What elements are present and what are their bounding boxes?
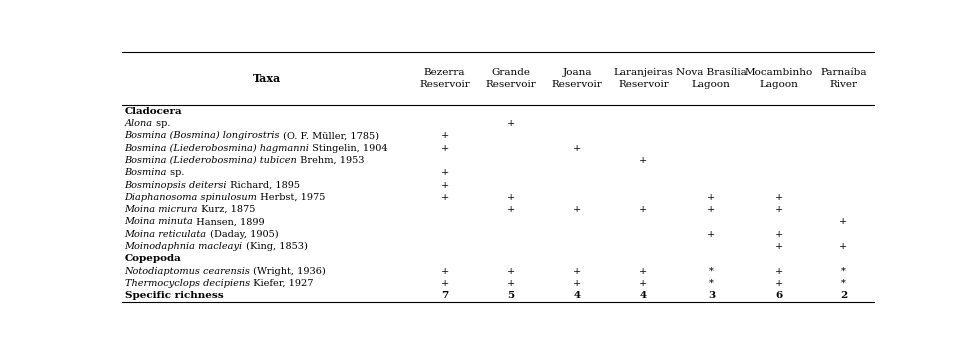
Text: +: + [573,267,581,276]
Text: +: + [775,279,783,288]
Text: +: + [440,144,449,152]
Text: (Wright, 1936): (Wright, 1936) [251,266,327,276]
Text: +: + [775,193,783,202]
Text: Bosmina (Liederobosmina) tubicen: Bosmina (Liederobosmina) tubicen [124,156,297,165]
Text: Kurz, 1875: Kurz, 1875 [198,205,256,214]
Text: Hansen, 1899: Hansen, 1899 [193,217,265,226]
Text: +: + [506,267,515,276]
Text: +: + [708,193,715,202]
Text: Moina micrura: Moina micrura [124,205,198,214]
Text: +: + [506,279,515,288]
Text: +: + [840,242,848,251]
Text: Thermocyclops decipiens: Thermocyclops decipiens [124,279,250,288]
Text: +: + [840,217,848,226]
Text: +: + [440,279,449,288]
Text: (Daday, 1905): (Daday, 1905) [207,230,278,239]
Text: +: + [573,144,581,152]
Text: Moina reticulata: Moina reticulata [124,230,207,239]
Text: 4: 4 [640,291,647,300]
Text: +: + [775,205,783,214]
Text: (King, 1853): (King, 1853) [243,242,307,251]
Text: Bosminopsis deitersi: Bosminopsis deitersi [124,180,227,189]
Text: *: * [841,279,846,288]
Text: Richard, 1895: Richard, 1895 [227,180,300,189]
Text: +: + [440,267,449,276]
Text: +: + [573,205,581,214]
Text: Bosmina (Bosmina) longirostris: Bosmina (Bosmina) longirostris [124,131,280,140]
Text: +: + [506,193,515,202]
Text: Moina minuta: Moina minuta [124,217,193,226]
Text: *: * [709,279,713,288]
Text: Diaphanosoma spinulosum: Diaphanosoma spinulosum [124,193,258,202]
Text: Parnaíba
River: Parnaíba River [820,68,867,89]
Text: Brehm, 1953: Brehm, 1953 [297,156,364,165]
Text: +: + [506,119,515,128]
Text: Laranjeiras
Reservoir: Laranjeiras Reservoir [613,68,674,89]
Text: +: + [640,279,647,288]
Text: sp.: sp. [167,168,185,177]
Text: 2: 2 [840,291,848,300]
Text: Bosmina: Bosmina [124,168,167,177]
Text: +: + [775,267,783,276]
Text: Bosmina (Liederobosmina) hagmanni: Bosmina (Liederobosmina) hagmanni [124,144,309,153]
Text: +: + [640,267,647,276]
Text: +: + [775,242,783,251]
Text: Bezerra
Reservoir: Bezerra Reservoir [419,68,470,89]
Text: sp.: sp. [153,119,170,128]
Text: +: + [775,230,783,239]
Text: Stingelin, 1904: Stingelin, 1904 [309,144,388,152]
Text: +: + [573,279,581,288]
Text: +: + [440,131,449,140]
Text: +: + [440,193,449,202]
Text: Herbst, 1975: Herbst, 1975 [258,193,326,202]
Text: +: + [440,168,449,177]
Text: +: + [708,205,715,214]
Text: Alona: Alona [124,119,153,128]
Text: *: * [709,267,713,276]
Text: Grande
Reservoir: Grande Reservoir [486,68,537,89]
Text: +: + [640,156,647,165]
Text: Kiefer, 1927: Kiefer, 1927 [250,279,313,288]
Text: (O. F. Müller, 1785): (O. F. Müller, 1785) [280,131,379,140]
Text: Joana
Reservoir: Joana Reservoir [552,68,603,89]
Text: Moinodaphnia macleayi: Moinodaphnia macleayi [124,242,243,251]
Text: +: + [708,230,715,239]
Text: *: * [841,267,846,276]
Text: Notodiaptomus cearensis: Notodiaptomus cearensis [124,267,251,276]
Text: 3: 3 [708,291,714,300]
Text: Mocambinho
Lagoon: Mocambinho Lagoon [745,68,814,89]
Text: 4: 4 [573,291,581,300]
Text: Nova Brasília
Lagoon: Nova Brasília Lagoon [676,68,746,89]
Text: Specific richness: Specific richness [124,291,224,300]
Text: +: + [640,205,647,214]
Text: Taxa: Taxa [253,73,281,84]
Text: 7: 7 [441,291,448,300]
Text: 6: 6 [776,291,782,300]
Text: Cladocera: Cladocera [124,107,182,116]
Text: 5: 5 [507,291,514,300]
Text: +: + [440,180,449,189]
Text: +: + [506,205,515,214]
Text: Copepoda: Copepoda [124,254,181,263]
